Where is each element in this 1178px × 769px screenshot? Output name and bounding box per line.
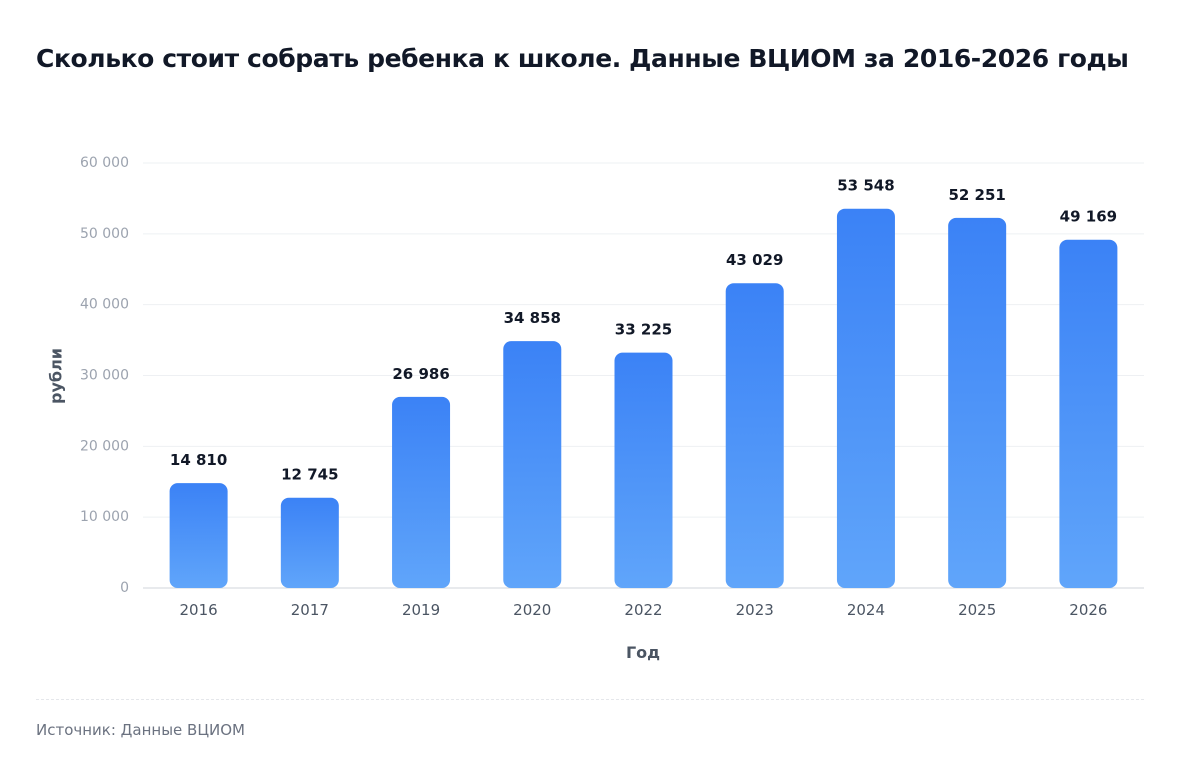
value-label: 34 858 [504,309,561,327]
y-tick-label: 10 000 [80,509,129,525]
y-tick-label: 60 000 [80,155,129,171]
chart-title: Сколько стоит собрать ребенка к школе. Д… [36,44,1129,73]
bar-2023 [725,283,784,588]
value-label: 43 029 [726,251,783,269]
x-tick-label: 2019 [402,601,440,619]
value-label: 49 169 [1060,208,1117,226]
y-tick-label: 40 000 [80,297,129,313]
y-tick-label: 0 [120,580,129,596]
source-note: Источник: Данные ВЦИОМ [36,721,245,739]
value-labels: 14 810 12 745 26 986 34 858 33 225 43 029 53 5… [170,177,1117,484]
value-label: 12 745 [281,466,338,484]
x-tick-label: 2020 [513,601,551,619]
y-tick-label: 20 000 [80,438,129,454]
x-tick-label: 2023 [736,601,774,619]
x-tick-label: 2026 [1069,601,1107,619]
bar-2024 [836,208,895,588]
bar-2017 [280,497,339,588]
bar-2026 [1059,239,1118,588]
value-label: 53 548 [837,177,894,195]
y-axis-title: рубли [47,348,66,404]
x-tick-label: 2022 [624,601,662,619]
x-tick-label: 2017 [291,601,329,619]
bars [169,208,1118,589]
x-tick-label: 2016 [180,601,218,619]
bar-2019 [392,396,451,588]
bar-2020 [503,341,562,588]
value-label: 33 225 [615,321,672,339]
y-tick-label: 30 000 [80,368,129,384]
value-label: 52 251 [948,186,1005,204]
x-axis-title: Год [626,643,660,662]
value-label: 14 810 [170,451,227,469]
y-axis-ticks: 0 10 000 20 000 30 000 40 000 50 000 60 000 [80,155,129,596]
y-tick-label: 50 000 [80,226,129,242]
bar-2025 [948,217,1007,589]
x-tick-label: 2024 [847,601,885,619]
x-axis-ticks: 2016 2017 2019 2020 2022 2023 2024 2025 2026 [180,601,1108,619]
bar-2022 [614,352,673,588]
footer-divider [36,699,1144,700]
value-label: 26 986 [392,365,449,383]
x-tick-label: 2025 [958,601,996,619]
bar-2016 [169,483,228,588]
